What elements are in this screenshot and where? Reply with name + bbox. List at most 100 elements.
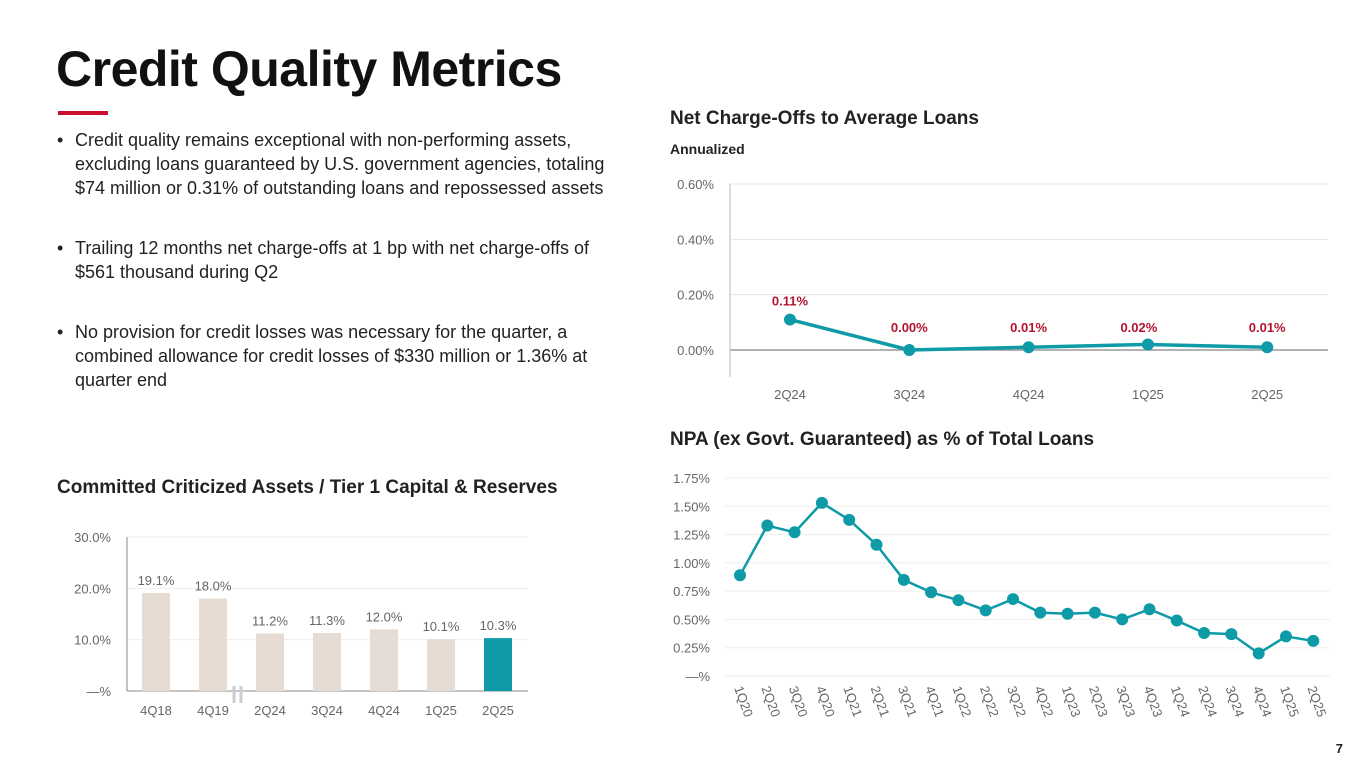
data-label: 11.2%	[252, 614, 288, 629]
y-tick-label: 1.75%	[673, 471, 710, 486]
y-tick-label: 0.50%	[673, 612, 710, 627]
data-point	[734, 569, 746, 582]
y-tick-label: 0.00%	[677, 343, 714, 358]
x-tick-label: 3Q22	[1004, 684, 1029, 719]
bar	[313, 632, 341, 691]
nco-chart-title: Net Charge-Offs to Average Loans	[670, 108, 979, 129]
bar	[199, 598, 227, 691]
x-tick-label: 2Q25	[1251, 387, 1283, 402]
x-tick-label: 4Q24	[368, 703, 400, 718]
x-tick-label: 3Q23	[1113, 684, 1138, 719]
data-point	[1141, 338, 1154, 351]
axis-break-icon	[232, 686, 243, 703]
data-point	[1022, 341, 1035, 354]
data-label: 18.0%	[195, 579, 232, 594]
x-tick-label: 1Q24	[1168, 684, 1193, 719]
data-label: 12.0%	[366, 609, 403, 624]
data-label: 0.01%	[1249, 320, 1286, 335]
y-tick-label: 0.75%	[673, 584, 710, 599]
data-point	[1225, 628, 1238, 641]
nco-chart-subtitle: Annualized	[670, 141, 745, 157]
bullet-item: No provision for credit losses was neces…	[57, 320, 617, 392]
bar	[427, 639, 455, 691]
x-tick-label: 1Q20	[731, 684, 756, 719]
data-point	[979, 604, 992, 617]
x-tick-label: 2Q24	[254, 703, 286, 718]
data-point	[1261, 341, 1274, 354]
data-point	[903, 344, 916, 356]
data-point	[952, 594, 965, 607]
data-point	[1280, 630, 1292, 643]
data-point	[1007, 593, 1019, 606]
criticized-chart-title: Committed Criticized Assets / Tier 1 Cap…	[57, 477, 558, 498]
x-tick-label: 4Q21	[922, 684, 947, 719]
x-tick-label: 1Q21	[840, 684, 865, 719]
x-tick-label: 2Q25	[482, 703, 514, 718]
bullet-list: Credit quality remains exceptional with …	[57, 128, 617, 428]
x-tick-label: 4Q23	[1141, 684, 1166, 719]
x-tick-label: 2Q23	[1086, 684, 1111, 719]
x-tick-label: 2Q21	[868, 684, 893, 719]
x-tick-label: 3Q24	[311, 703, 343, 718]
data-label: 0.11%	[772, 294, 809, 309]
bar	[484, 638, 512, 691]
data-point	[1116, 613, 1129, 626]
y-tick-label: 10.0%	[74, 633, 111, 648]
y-tick-label: 0.40%	[677, 232, 714, 247]
y-tick-label: 1.25%	[673, 528, 710, 543]
bar	[142, 592, 170, 691]
x-tick-label: 3Q21	[895, 684, 920, 719]
bullet-item: Credit quality remains exceptional with …	[57, 128, 617, 200]
x-tick-label: 4Q24	[1013, 387, 1045, 402]
data-label: 0.01%	[1010, 320, 1047, 335]
series-line	[738, 501, 1314, 655]
x-tick-label: 2Q25	[1304, 684, 1329, 719]
title-underline	[58, 111, 108, 115]
data-point	[815, 496, 828, 509]
y-tick-label: 1.00%	[673, 556, 710, 571]
page-title: Credit Quality Metrics	[56, 41, 562, 97]
data-point	[843, 513, 856, 526]
data-point	[1088, 606, 1101, 619]
data-point	[897, 573, 910, 586]
y-tick-label: —%	[685, 669, 710, 684]
bar	[256, 633, 284, 691]
x-tick-label: 4Q20	[813, 684, 838, 719]
data-label: 11.3%	[309, 613, 345, 628]
y-tick-label: 30.0%	[74, 530, 111, 545]
data-point	[761, 519, 774, 532]
y-tick-label: 20.0%	[74, 581, 111, 596]
data-point	[1170, 614, 1183, 627]
x-tick-label: 2Q24	[1195, 684, 1220, 719]
data-label: 10.1%	[423, 619, 460, 634]
bar	[370, 629, 398, 691]
data-label: 10.3%	[480, 618, 517, 633]
x-tick-label: 3Q24	[893, 387, 925, 402]
x-tick-label: 2Q24	[774, 387, 806, 402]
page-number: 7	[1335, 741, 1343, 756]
x-tick-label: 3Q24	[1223, 684, 1248, 719]
x-tick-label: 4Q18	[140, 703, 172, 718]
data-point	[1061, 607, 1074, 620]
y-tick-label: —%	[86, 684, 111, 699]
x-tick-label: 1Q25	[1277, 684, 1302, 719]
data-label: 0.00%	[891, 320, 928, 335]
y-tick-label: 0.25%	[673, 641, 710, 656]
x-tick-label: 3Q20	[786, 684, 811, 719]
data-point	[1034, 606, 1047, 619]
y-tick-label: 0.20%	[677, 288, 714, 303]
data-point	[1143, 603, 1156, 616]
x-tick-label: 4Q24	[1250, 684, 1275, 719]
x-tick-label: 1Q25	[1132, 387, 1164, 402]
y-tick-label: 0.60%	[677, 177, 714, 192]
x-tick-label: 2Q20	[758, 684, 783, 719]
npa-chart-title: NPA (ex Govt. Guaranteed) as % of Total …	[670, 429, 1095, 450]
data-label: 0.02%	[1120, 320, 1157, 335]
bullet-item: Trailing 12 months net charge-offs at 1 …	[57, 236, 617, 284]
data-point	[788, 526, 801, 539]
data-point	[1252, 647, 1265, 660]
x-tick-label: 2Q22	[977, 684, 1002, 719]
x-tick-label: 4Q19	[197, 703, 229, 718]
data-point	[870, 538, 883, 551]
